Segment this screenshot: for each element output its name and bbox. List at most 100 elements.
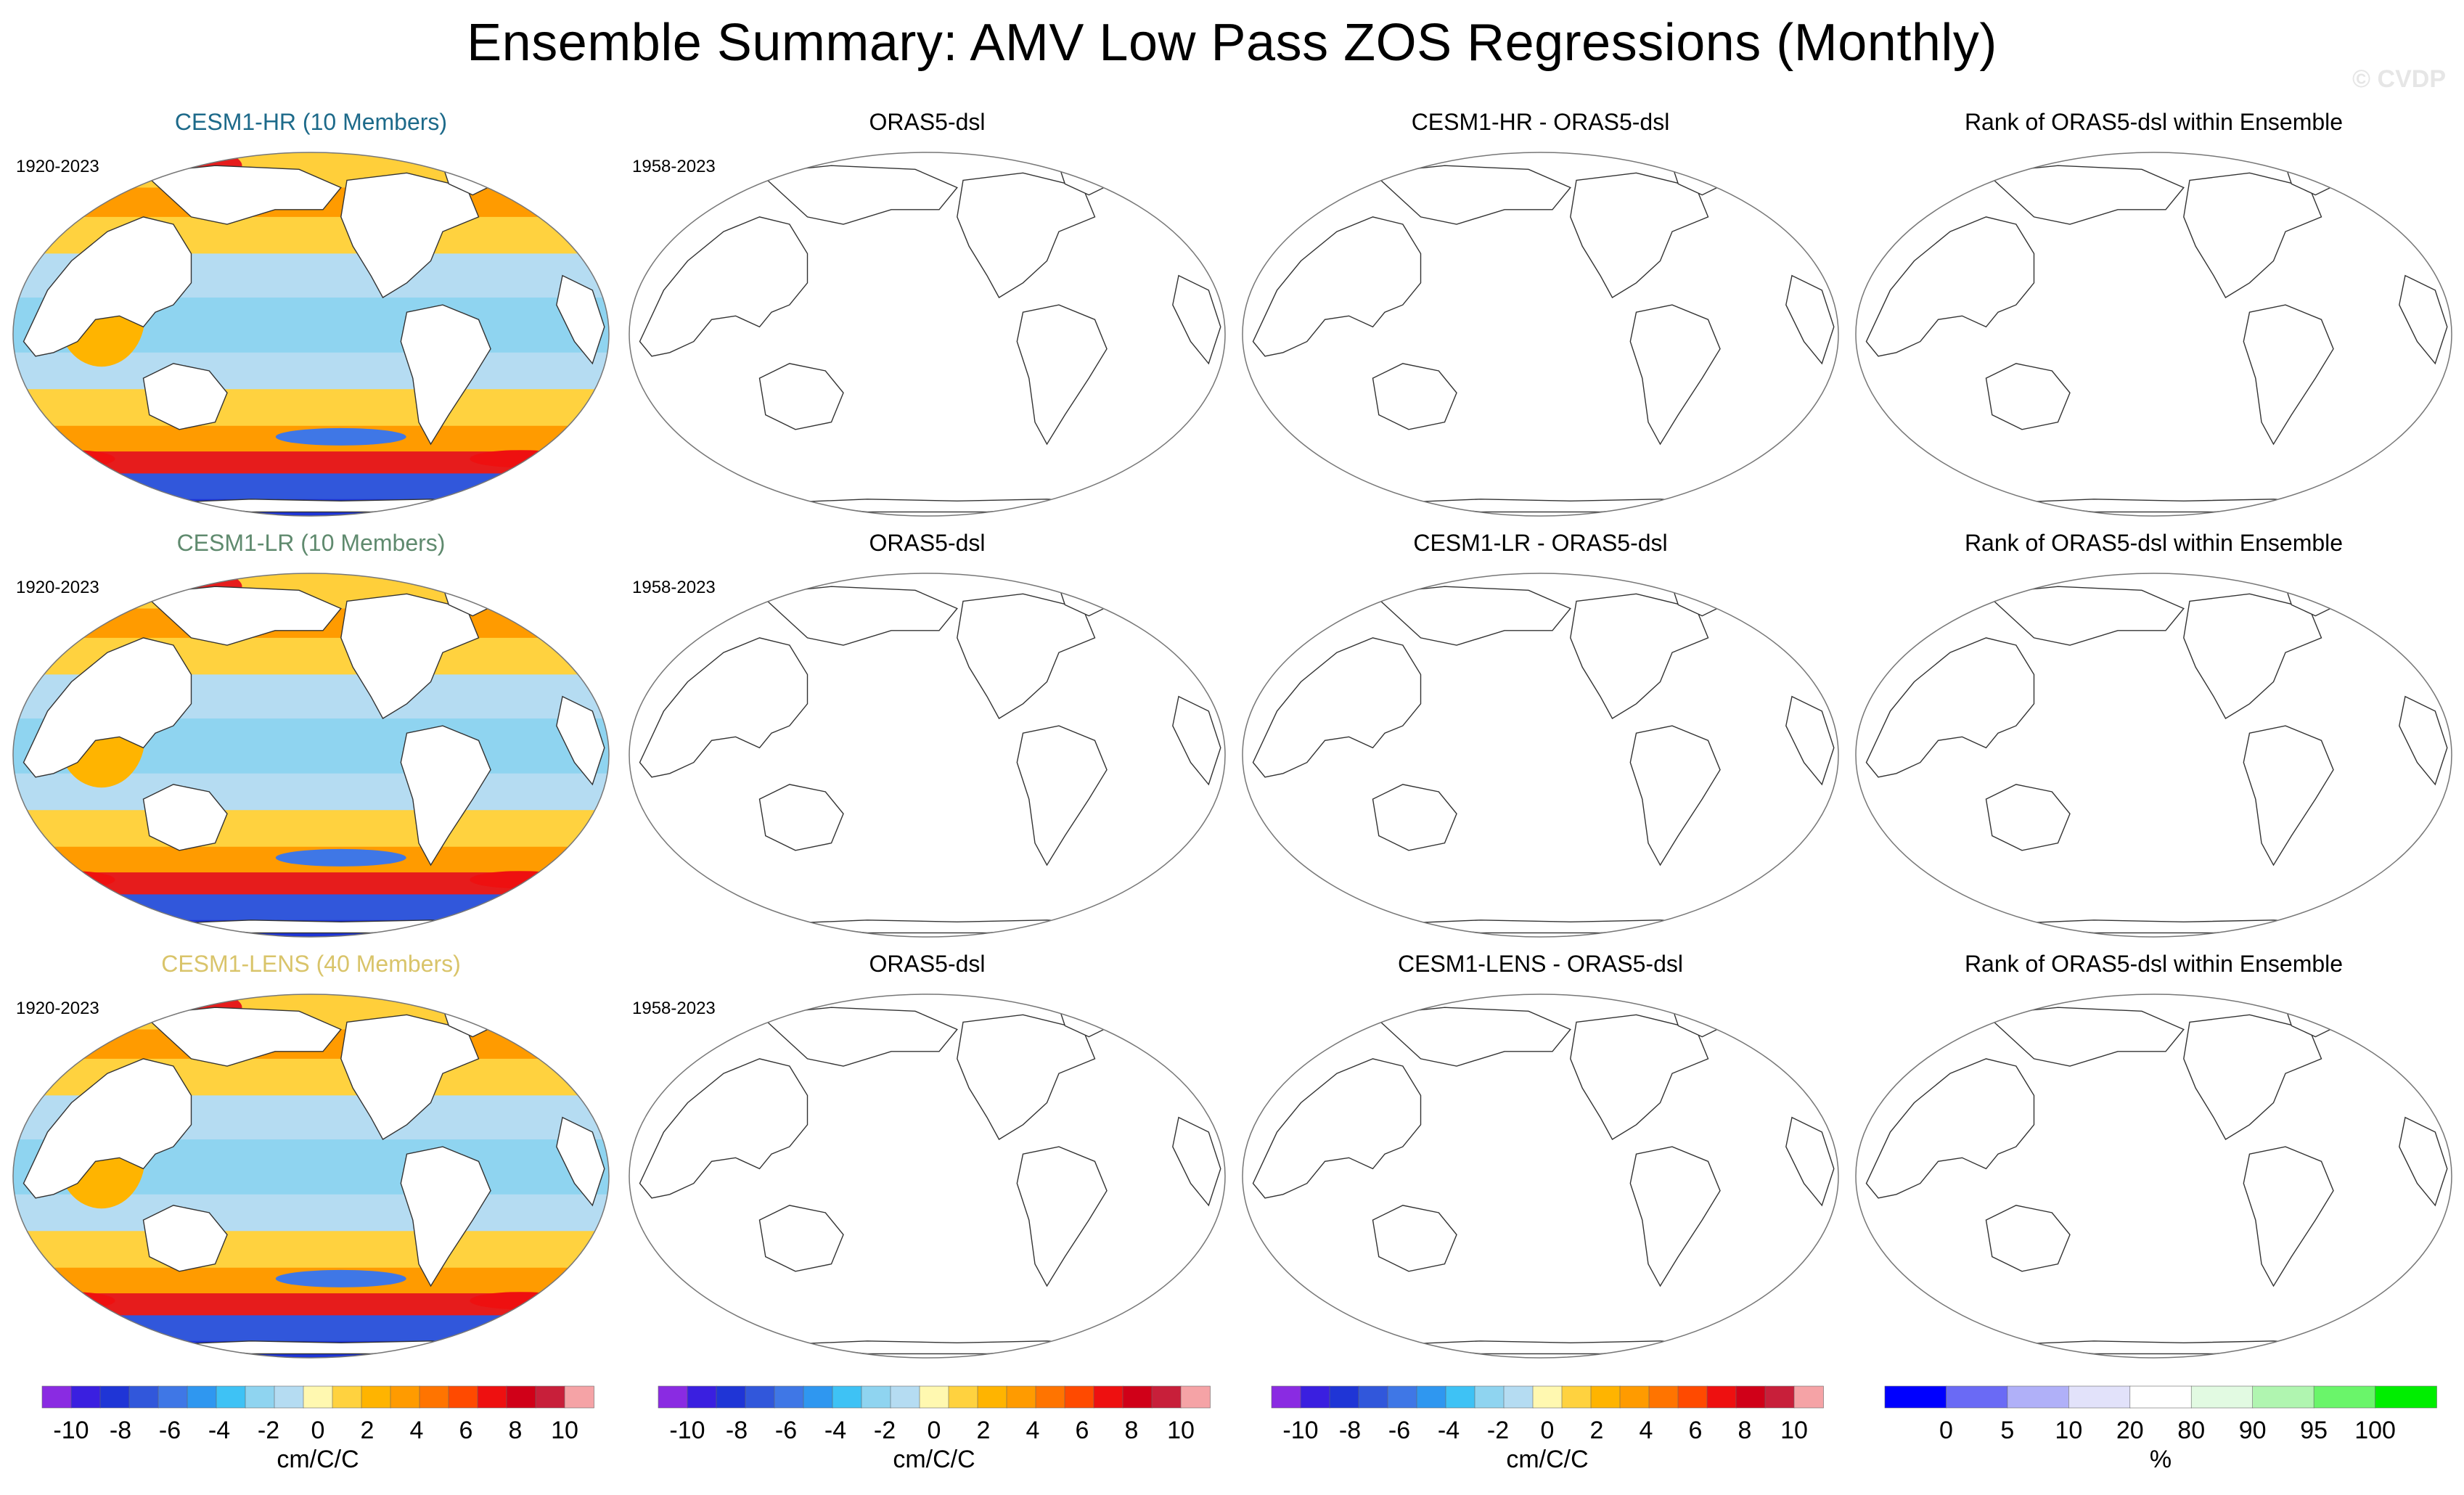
map-panel	[1855, 573, 2452, 938]
panel-title: ORAS5-dsl	[869, 530, 986, 556]
colorbar-tick-label: -8	[110, 1417, 131, 1444]
colorbar-swatch	[41, 1385, 72, 1409]
panel-title: Rank of ORAS5-dsl within Ensemble	[1964, 109, 2344, 135]
colorbar-swatch	[1590, 1385, 1621, 1409]
map-panel	[629, 994, 1226, 1359]
land-asia	[1252, 1058, 1422, 1199]
colorbar: -10 -8 -6 -4 -2 0 2 4 6 8 10 cm/C/C	[1271, 1385, 1824, 1473]
land-asia2	[758, 1007, 958, 1067]
colorbar-swatch	[274, 1385, 304, 1409]
map-outline	[12, 573, 610, 938]
field-band	[13, 473, 609, 500]
colorbar-swatch	[1735, 1385, 1766, 1409]
colorbar-swatch	[658, 1385, 688, 1409]
field-anomaly	[275, 848, 406, 867]
colorbar-swatch	[1271, 1385, 1301, 1409]
colorbar: 0 5 10 20 80 90 95 100%	[1884, 1385, 2437, 1473]
panel-title: Rank of ORAS5-dsl within Ensemble	[1964, 951, 2344, 977]
land-asia2	[1371, 586, 1571, 646]
land-africa	[1785, 1116, 1835, 1207]
land-asia	[639, 216, 809, 357]
colorbar-swatch	[1946, 1385, 2008, 1409]
land-namerica	[957, 1014, 1096, 1140]
field-anomaly	[28, 1292, 115, 1310]
colorbar-tick-label: -2	[874, 1417, 896, 1444]
land-asia2	[758, 586, 958, 646]
colorbar-tick-label: 0	[928, 1417, 941, 1444]
land-australia	[142, 1205, 228, 1272]
land-namerica	[957, 593, 1096, 719]
colorbar-swatch	[745, 1385, 775, 1409]
colorbar-swatch	[1416, 1385, 1446, 1409]
field-band	[13, 389, 609, 427]
colorbar-tick-label: 6	[1689, 1417, 1703, 1444]
colorbar-swatch	[977, 1385, 1007, 1409]
colorbar-swatch	[2007, 1385, 2070, 1409]
colorbar-swatch	[157, 1385, 188, 1409]
land-australia	[1985, 784, 2071, 851]
colorbar-tick-label: 20	[2116, 1417, 2144, 1444]
map-outline	[1855, 152, 2452, 517]
colorbar-swatch	[477, 1385, 507, 1409]
field-anomaly	[28, 871, 115, 889]
land-samerica	[1629, 304, 1721, 446]
colorbar-tick-label: 4	[1640, 1417, 1653, 1444]
colorbar-tick-label: 0	[1939, 1417, 1953, 1444]
colorbar-tick-label: 0	[311, 1417, 325, 1444]
colorbar-tick-label: 90	[2239, 1417, 2267, 1444]
colorbar-swatch	[861, 1385, 891, 1409]
land-asia2	[1371, 165, 1571, 225]
colorbar-swatch	[919, 1385, 949, 1409]
colorbar-tick-label: -4	[208, 1417, 230, 1444]
land-africa	[556, 274, 605, 365]
map-panel	[1242, 152, 1839, 517]
colorbar-swatch	[2252, 1385, 2314, 1409]
panel-title: ORAS5-dsl	[869, 109, 986, 135]
colorbar-tick-label: 80	[2177, 1417, 2205, 1444]
land-namerica	[957, 172, 1096, 298]
panel-period: 1958-2023	[632, 157, 716, 176]
colorbar-tick-label: -6	[1388, 1417, 1410, 1444]
land-africa	[1785, 274, 1835, 365]
map-outline	[1242, 994, 1839, 1359]
colorbar-swatch	[1093, 1385, 1123, 1409]
land-australia	[1372, 363, 1457, 430]
field-anomaly	[275, 427, 406, 446]
colorbar-swatch	[1706, 1385, 1737, 1409]
colorbar-swatch	[1503, 1385, 1534, 1409]
colorbar: -10 -8 -6 -4 -2 0 2 4 6 8 10 cm/C/C	[658, 1385, 1211, 1473]
land-samerica	[2243, 725, 2334, 867]
map-outline	[629, 573, 1226, 938]
colorbar-tick-label: 10	[551, 1417, 578, 1444]
colorbar-swatch	[506, 1385, 536, 1409]
colorbar-swatch	[1884, 1385, 1947, 1409]
map-panel	[12, 573, 610, 938]
land-asia	[22, 1058, 192, 1199]
colorbar-swatch	[245, 1385, 275, 1409]
colorbar-tick-label: 8	[1125, 1417, 1139, 1444]
land-asia2	[1984, 586, 2185, 646]
panel-title: CESM1-HR - ORAS5-dsl	[1411, 109, 1670, 135]
map-outline	[629, 152, 1226, 517]
land-asia	[1252, 216, 1422, 357]
colorbar-tick-label: -8	[1339, 1417, 1361, 1444]
land-samerica	[1629, 725, 1721, 867]
figure-title: Ensemble Summary: AMV Low Pass ZOS Regre…	[467, 14, 1997, 72]
colorbar-tick-label: 5	[2000, 1417, 2014, 1444]
colorbar-swatch	[2313, 1385, 2376, 1409]
land-asia	[1865, 637, 2035, 778]
land-samerica	[1016, 725, 1108, 867]
land-samerica	[2243, 304, 2334, 446]
field-anomaly	[275, 1269, 406, 1287]
colorbar-swatch	[1619, 1385, 1650, 1409]
colorbar-swatch	[70, 1385, 101, 1409]
land-namerica	[1570, 593, 1709, 719]
colorbar-tick-label: -8	[726, 1417, 748, 1444]
colorbar-swatch	[99, 1385, 130, 1409]
colorbar-swatch	[1064, 1385, 1094, 1409]
panel-period: 1920-2023	[16, 157, 99, 176]
colorbar-swatch	[419, 1385, 449, 1409]
colorbar-swatch	[890, 1385, 920, 1409]
colorbar-swatch	[832, 1385, 862, 1409]
land-africa	[1172, 274, 1221, 365]
